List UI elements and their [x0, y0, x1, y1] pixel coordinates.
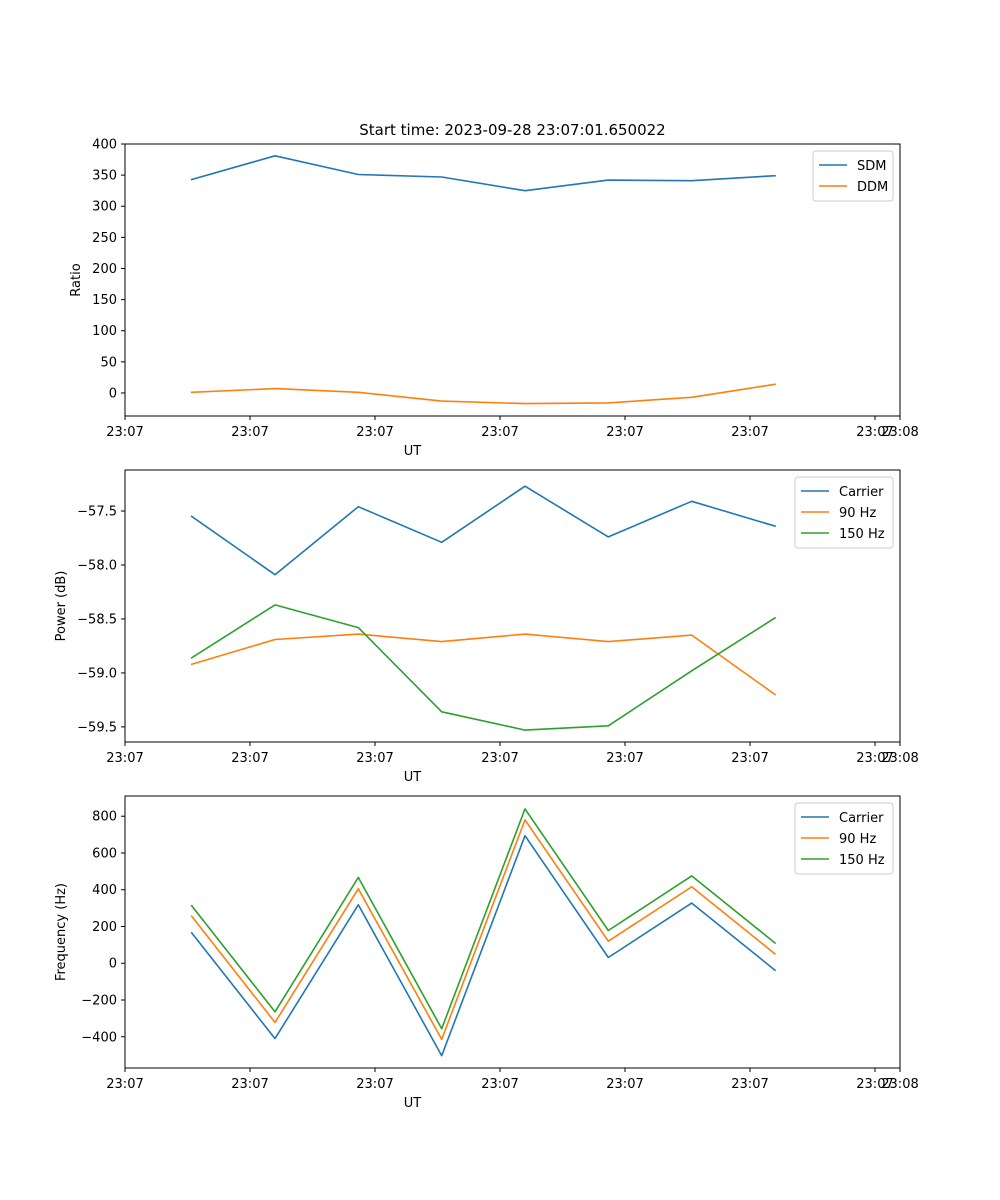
y-tick-label: −57.5: [77, 505, 117, 520]
x-tick-label: 23:08: [881, 425, 918, 440]
y-tick-label: −200: [81, 994, 117, 1009]
x-tick-label: 23:07: [356, 751, 393, 766]
y-tick-label: 150: [92, 293, 117, 308]
series-line-90-hz: [190, 819, 777, 1041]
legend-label-150-hz: 150 Hz: [839, 527, 885, 542]
x-tick-label: 23:07: [356, 1077, 393, 1092]
series-line-carrier: [190, 485, 776, 576]
x-tick-label: 23:07: [481, 1077, 518, 1092]
y-tick-label: 350: [92, 169, 117, 184]
x-axis-label: UT: [404, 1096, 422, 1111]
y-tick-label: 100: [92, 324, 117, 339]
y-axis-label: Frequency (Hz): [54, 883, 69, 981]
chart-panel-1: Start time: 2023-09-28 23:07:01.650022 23…: [69, 121, 919, 459]
x-tick-label: 23:07: [106, 425, 143, 440]
x-tick-label: 23:07: [606, 751, 643, 766]
y-tick-label: −59.5: [77, 720, 117, 735]
series-line-90-hz: [190, 633, 777, 696]
x-tick-label: 23:07: [106, 751, 143, 766]
legend-box: [794, 802, 894, 875]
y-tick-label: −400: [81, 1030, 117, 1045]
x-tick-label: 23:07: [106, 1077, 143, 1092]
x-tick-label: 23:07: [231, 751, 268, 766]
x-tick-label: 23:07: [731, 1077, 768, 1092]
y-tick-label: 50: [100, 355, 117, 370]
legend: Carrier 90 Hz 150 Hz: [794, 802, 894, 875]
plot-frame: [124, 143, 901, 417]
plot-frame: [124, 469, 901, 743]
y-axis-label: Power (dB): [54, 571, 69, 642]
series-line-150-hz: [190, 808, 777, 1030]
y-tick-label: −59.0: [77, 666, 117, 681]
series-line-sdm: [190, 155, 776, 192]
x-tick-label: 23:07: [856, 1077, 893, 1092]
legend-box: [794, 476, 894, 549]
chart-title: Start time: 2023-09-28 23:07:01.650022: [359, 121, 665, 139]
legend-label-sdm: SDM: [857, 159, 886, 174]
chart-panel-2: 23:07 23:07 23:07 23:07 23:07 23:07 23:0723:08…: [54, 469, 919, 785]
legend-box: [812, 150, 894, 202]
chart-panel-3: 23:07 23:07 23:07 23:07 23:07 23:07 23:0723:08…: [54, 795, 919, 1111]
y-tick-label: −58.5: [77, 612, 117, 627]
y-tick-label: 200: [92, 920, 117, 935]
x-tick-label: 23:07: [231, 425, 268, 440]
y-tick-label: 250: [92, 231, 117, 246]
legend-label-carrier: Carrier: [839, 811, 884, 826]
x-tick-label: 23:07: [481, 751, 518, 766]
y-tick-label: 200: [92, 262, 117, 277]
y-axis-label: Ratio: [69, 263, 84, 296]
x-tick-label: 23:08: [881, 1077, 918, 1092]
y-tick-label: 600: [92, 846, 117, 861]
legend: Carrier 90 Hz 150 Hz: [794, 476, 894, 549]
y-tick-label: 300: [92, 200, 117, 215]
x-axis-label: UT: [404, 770, 422, 785]
y-tick-label: 0: [109, 386, 117, 401]
x-tick-label: 23:07: [356, 425, 393, 440]
legend-label-carrier: Carrier: [839, 485, 884, 500]
x-tick-label: 23:07: [481, 425, 518, 440]
legend-label-ddm: DDM: [857, 180, 888, 195]
legend-label-90-hz: 90 Hz: [839, 832, 876, 847]
x-tick-label: 23:07: [856, 425, 893, 440]
x-tick-label: 23:07: [606, 425, 643, 440]
plot-frame: [124, 795, 901, 1069]
x-tick-label: 23:07: [731, 425, 768, 440]
x-tick-label: 23:07: [731, 751, 768, 766]
y-tick-label: 400: [92, 138, 117, 153]
y-tick-label: −58.0: [77, 558, 117, 573]
series-line-carrier: [190, 834, 777, 1057]
x-tick-label: 23:07: [856, 751, 893, 766]
x-tick-label: 23:07: [606, 1077, 643, 1092]
legend-label-90-hz: 90 Hz: [839, 506, 876, 521]
legend: SDM DDM: [812, 150, 894, 202]
x-tick-label: 23:08: [881, 751, 918, 766]
y-tick-label: 0: [109, 957, 117, 972]
legend-label-150-hz: 150 Hz: [839, 853, 885, 868]
series-line-150-hz: [190, 604, 777, 731]
y-tick-label: 400: [92, 883, 117, 898]
x-axis-label: UT: [404, 444, 422, 459]
series-line-ddm: [190, 383, 776, 405]
x-tick-label: 23:07: [231, 1077, 268, 1092]
y-tick-label: 800: [92, 810, 117, 825]
